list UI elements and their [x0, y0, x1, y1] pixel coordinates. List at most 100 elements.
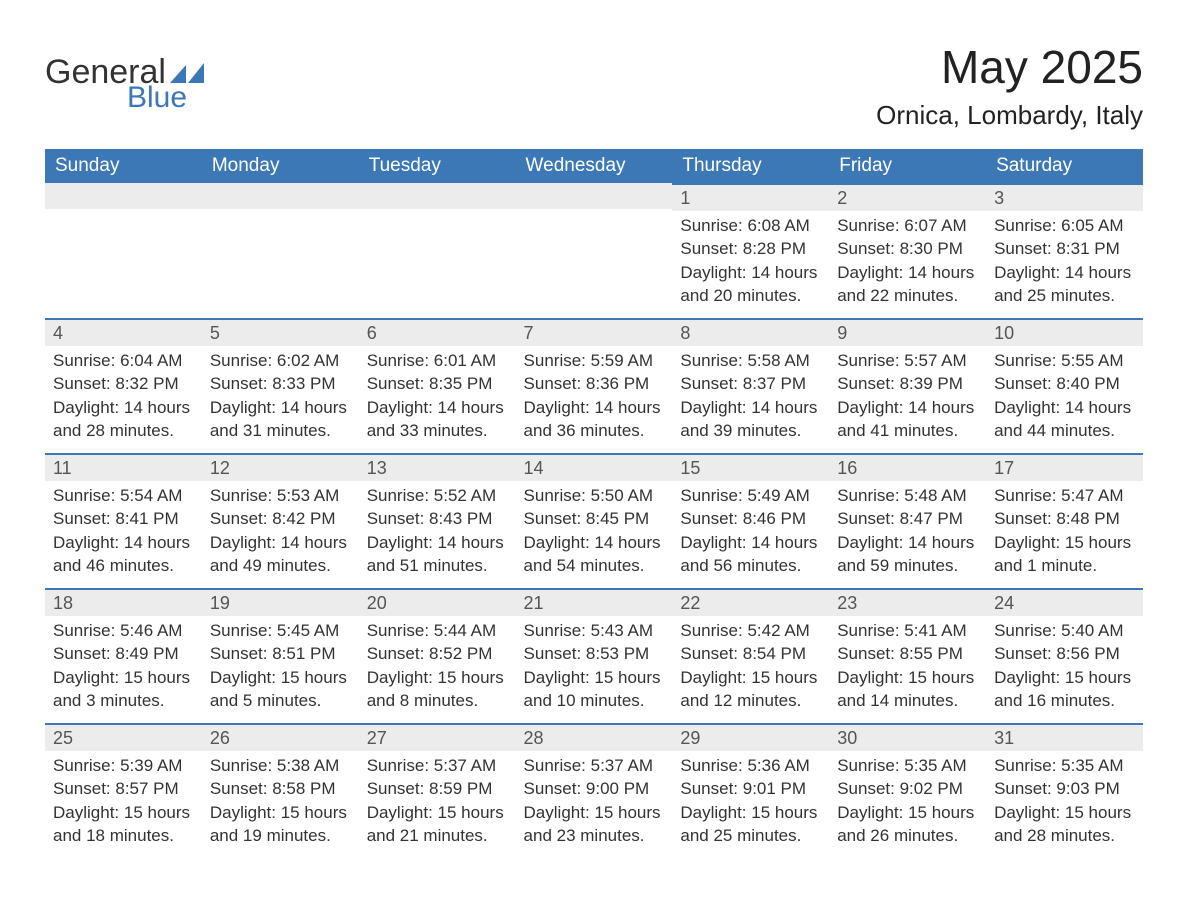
- day-sunrise: Sunrise: 5:37 AM: [367, 755, 508, 777]
- day-sunset: Sunset: 8:37 PM: [680, 373, 821, 395]
- day-day2: and 33 minutes.: [367, 420, 508, 442]
- day-details: Sunrise: 5:53 AMSunset: 8:42 PMDaylight:…: [202, 481, 359, 585]
- day-day2: and 5 minutes.: [210, 690, 351, 712]
- calendar-day-cell: 4Sunrise: 6:04 AMSunset: 8:32 PMDaylight…: [45, 318, 202, 453]
- calendar-day-cell: [202, 183, 359, 318]
- day-sunrise: Sunrise: 5:43 AM: [524, 620, 665, 642]
- day-sunset: Sunset: 8:59 PM: [367, 778, 508, 800]
- calendar-day-cell: 5Sunrise: 6:02 AMSunset: 8:33 PMDaylight…: [202, 318, 359, 453]
- day-header: Monday: [202, 149, 359, 183]
- day-details: Sunrise: 5:36 AMSunset: 9:01 PMDaylight:…: [672, 751, 829, 855]
- day-day2: and 31 minutes.: [210, 420, 351, 442]
- day-day2: and 10 minutes.: [524, 690, 665, 712]
- day-sunset: Sunset: 8:36 PM: [524, 373, 665, 395]
- day-number: 12: [202, 453, 359, 481]
- day-day1: Daylight: 15 hours: [524, 802, 665, 824]
- day-sunset: Sunset: 8:54 PM: [680, 643, 821, 665]
- day-details: Sunrise: 5:59 AMSunset: 8:36 PMDaylight:…: [516, 346, 673, 450]
- day-sunrise: Sunrise: 5:50 AM: [524, 485, 665, 507]
- day-sunset: Sunset: 8:52 PM: [367, 643, 508, 665]
- title-block: May 2025 Ornica, Lombardy, Italy: [876, 40, 1143, 131]
- day-details: Sunrise: 6:01 AMSunset: 8:35 PMDaylight:…: [359, 346, 516, 450]
- calendar-day-cell: 11Sunrise: 5:54 AMSunset: 8:41 PMDayligh…: [45, 453, 202, 588]
- day-day1: Daylight: 15 hours: [524, 667, 665, 689]
- day-sunset: Sunset: 8:31 PM: [994, 238, 1135, 260]
- day-sunrise: Sunrise: 5:58 AM: [680, 350, 821, 372]
- day-details: Sunrise: 5:45 AMSunset: 8:51 PMDaylight:…: [202, 616, 359, 720]
- calendar-week-row: 25Sunrise: 5:39 AMSunset: 8:57 PMDayligh…: [45, 723, 1143, 858]
- day-day2: and 26 minutes.: [837, 825, 978, 847]
- day-sunrise: Sunrise: 5:40 AM: [994, 620, 1135, 642]
- day-day2: and 59 minutes.: [837, 555, 978, 577]
- calendar-day-cell: 3Sunrise: 6:05 AMSunset: 8:31 PMDaylight…: [986, 183, 1143, 318]
- day-details: Sunrise: 5:55 AMSunset: 8:40 PMDaylight:…: [986, 346, 1143, 450]
- day-day1: Daylight: 15 hours: [210, 667, 351, 689]
- day-day1: Daylight: 15 hours: [680, 802, 821, 824]
- day-number: 27: [359, 723, 516, 751]
- day-day2: and 41 minutes.: [837, 420, 978, 442]
- day-header: Saturday: [986, 149, 1143, 183]
- calendar-day-cell: 14Sunrise: 5:50 AMSunset: 8:45 PMDayligh…: [516, 453, 673, 588]
- calendar-day-cell: 17Sunrise: 5:47 AMSunset: 8:48 PMDayligh…: [986, 453, 1143, 588]
- day-number: 19: [202, 588, 359, 616]
- day-sunset: Sunset: 9:01 PM: [680, 778, 821, 800]
- day-sunrise: Sunrise: 5:35 AM: [994, 755, 1135, 777]
- day-details: Sunrise: 6:07 AMSunset: 8:30 PMDaylight:…: [829, 211, 986, 315]
- day-sunrise: Sunrise: 6:01 AM: [367, 350, 508, 372]
- day-day2: and 25 minutes.: [994, 285, 1135, 307]
- day-day2: and 23 minutes.: [524, 825, 665, 847]
- day-sunrise: Sunrise: 5:46 AM: [53, 620, 194, 642]
- day-day1: Daylight: 15 hours: [53, 802, 194, 824]
- day-sunset: Sunset: 8:43 PM: [367, 508, 508, 530]
- day-sunrise: Sunrise: 6:07 AM: [837, 215, 978, 237]
- day-header: Thursday: [672, 149, 829, 183]
- day-number: 25: [45, 723, 202, 751]
- day-number: 2: [829, 183, 986, 211]
- day-day1: Daylight: 15 hours: [210, 802, 351, 824]
- day-details: Sunrise: 5:52 AMSunset: 8:43 PMDaylight:…: [359, 481, 516, 585]
- day-details: Sunrise: 5:50 AMSunset: 8:45 PMDaylight:…: [516, 481, 673, 585]
- day-sunrise: Sunrise: 5:36 AM: [680, 755, 821, 777]
- day-number: 22: [672, 588, 829, 616]
- day-sunset: Sunset: 8:51 PM: [210, 643, 351, 665]
- page-header: General Blue May 2025 Ornica, Lombardy, …: [45, 40, 1143, 131]
- day-number: 10: [986, 318, 1143, 346]
- day-sunset: Sunset: 8:48 PM: [994, 508, 1135, 530]
- calendar-week-row: 11Sunrise: 5:54 AMSunset: 8:41 PMDayligh…: [45, 453, 1143, 588]
- day-details: Sunrise: 5:35 AMSunset: 9:03 PMDaylight:…: [986, 751, 1143, 855]
- day-details: Sunrise: 5:35 AMSunset: 9:02 PMDaylight:…: [829, 751, 986, 855]
- day-day1: Daylight: 14 hours: [367, 397, 508, 419]
- empty-day-bar: [45, 183, 202, 209]
- day-number: 11: [45, 453, 202, 481]
- calendar-day-cell: 24Sunrise: 5:40 AMSunset: 8:56 PMDayligh…: [986, 588, 1143, 723]
- day-number: 24: [986, 588, 1143, 616]
- day-details: Sunrise: 5:44 AMSunset: 8:52 PMDaylight:…: [359, 616, 516, 720]
- day-day1: Daylight: 15 hours: [994, 532, 1135, 554]
- day-day2: and 19 minutes.: [210, 825, 351, 847]
- day-sunset: Sunset: 8:49 PM: [53, 643, 194, 665]
- day-sunset: Sunset: 9:03 PM: [994, 778, 1135, 800]
- day-day2: and 25 minutes.: [680, 825, 821, 847]
- day-details: Sunrise: 5:38 AMSunset: 8:58 PMDaylight:…: [202, 751, 359, 855]
- day-day1: Daylight: 14 hours: [837, 262, 978, 284]
- calendar-day-cell: 1Sunrise: 6:08 AMSunset: 8:28 PMDaylight…: [672, 183, 829, 318]
- day-sunset: Sunset: 8:47 PM: [837, 508, 978, 530]
- day-number: 14: [516, 453, 673, 481]
- day-day2: and 44 minutes.: [994, 420, 1135, 442]
- empty-day-bar: [202, 183, 359, 209]
- day-header: Sunday: [45, 149, 202, 183]
- day-sunset: Sunset: 8:42 PM: [210, 508, 351, 530]
- day-day2: and 12 minutes.: [680, 690, 821, 712]
- day-sunset: Sunset: 8:40 PM: [994, 373, 1135, 395]
- day-header: Friday: [829, 149, 986, 183]
- day-sunset: Sunset: 8:46 PM: [680, 508, 821, 530]
- day-sunset: Sunset: 8:45 PM: [524, 508, 665, 530]
- day-day1: Daylight: 15 hours: [367, 667, 508, 689]
- calendar-day-cell: 25Sunrise: 5:39 AMSunset: 8:57 PMDayligh…: [45, 723, 202, 858]
- day-day1: Daylight: 14 hours: [680, 532, 821, 554]
- day-day2: and 39 minutes.: [680, 420, 821, 442]
- day-day1: Daylight: 14 hours: [53, 532, 194, 554]
- day-number: 26: [202, 723, 359, 751]
- day-details: Sunrise: 5:46 AMSunset: 8:49 PMDaylight:…: [45, 616, 202, 720]
- empty-day-bar: [359, 183, 516, 209]
